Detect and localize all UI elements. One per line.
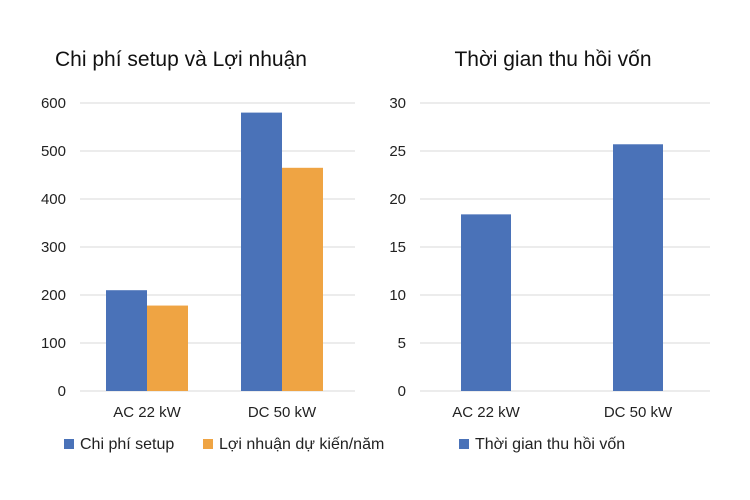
y-tick-label: 25: [389, 143, 406, 160]
x-tick-label: AC 22 kW: [452, 404, 520, 421]
bar: [282, 167, 323, 391]
y-tick-label: 400: [41, 191, 66, 208]
legend-label: Thời gian thu hồi vốn: [475, 436, 625, 453]
y-tick-label: 100: [41, 335, 66, 352]
y-tick-label: 600: [41, 95, 66, 112]
chart-title: Thời gian thu hồi vốn: [454, 48, 651, 71]
chart-title: Chi phí setup và Lợi nhuận: [55, 48, 307, 71]
y-tick-label: 15: [389, 239, 406, 256]
x-tick-label: DC 50 kW: [248, 404, 317, 421]
y-tick-label: 200: [41, 287, 66, 304]
legend-swatch: [64, 439, 74, 449]
legend-swatch: [203, 439, 213, 449]
y-tick-label: 30: [389, 95, 406, 112]
y-tick-label: 5: [398, 335, 406, 352]
y-tick-label: 300: [41, 239, 66, 256]
legend-swatch: [459, 439, 469, 449]
bar: [106, 290, 147, 391]
bar: [461, 214, 511, 391]
bar: [241, 112, 282, 391]
y-tick-label: 10: [389, 287, 406, 304]
y-tick-label: 0: [398, 383, 406, 400]
x-tick-label: AC 22 kW: [113, 404, 181, 421]
bar: [147, 305, 188, 391]
bar: [613, 144, 663, 391]
x-tick-label: DC 50 kW: [604, 404, 673, 421]
y-tick-label: 500: [41, 143, 66, 160]
chart-2: Thời gian thu hồi vốn 0 5 10 15 20 25 30 AC 22 k…: [389, 48, 710, 453]
y-tick-label: 20: [389, 191, 406, 208]
chart-1: Chi phí setup và Lợi nhuận 0 100 200 300 400 5…: [41, 48, 384, 453]
y-tick-label: 0: [58, 383, 66, 400]
legend-label: Lợi nhuận dự kiến/năm: [219, 436, 384, 453]
legend-label: Chi phí setup: [80, 436, 174, 453]
